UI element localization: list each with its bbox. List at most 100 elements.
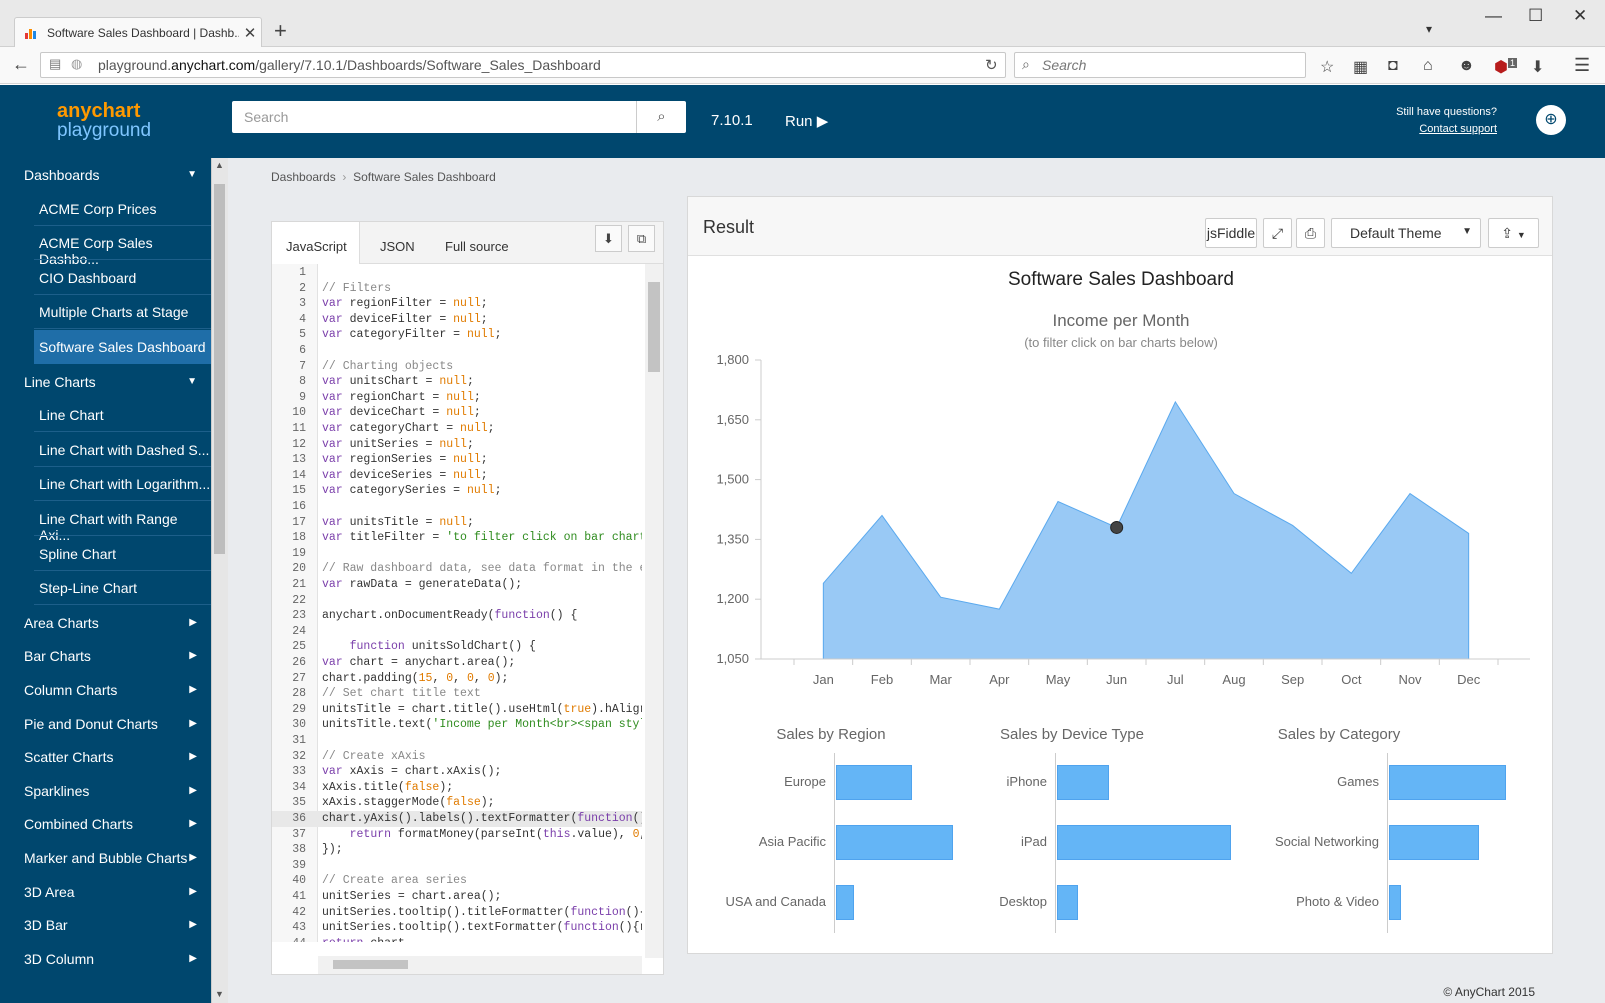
bookmarks-list-icon[interactable]: ▦ xyxy=(1353,59,1369,76)
theme-select[interactable]: Default Theme ▼ xyxy=(1331,218,1481,248)
breadcrumb-current: Software Sales Dashboard xyxy=(353,170,496,184)
fullscreen-icon[interactable]: ⤢ xyxy=(1263,218,1292,248)
bar[interactable] xyxy=(1389,825,1479,860)
sidebar-item[interactable]: Dashboards ▼ xyxy=(0,158,211,192)
x-tick-label: Dec xyxy=(1457,672,1481,687)
sidebar-item[interactable]: Line Chart with Range Axi... xyxy=(34,502,211,543)
tab-javascript[interactable]: JavaScript xyxy=(272,222,360,264)
highlighted-point[interactable] xyxy=(1110,520,1124,534)
copy-code-button[interactable]: ⧉ xyxy=(628,225,655,252)
line-number: 12 xyxy=(292,437,306,451)
line-number: 35 xyxy=(292,796,306,810)
sidebar-item[interactable]: Area Charts ▶ xyxy=(0,606,211,640)
sidebar-item[interactable]: Line Charts ▼ xyxy=(0,365,211,399)
sidebar-item[interactable]: Pie and Donut Charts ▶ xyxy=(0,707,211,741)
copyright: © AnyChart 2015 xyxy=(1443,985,1535,999)
bar[interactable] xyxy=(1057,765,1109,800)
scrollbar-thumb[interactable] xyxy=(648,282,660,372)
sidebar-item[interactable]: Combined Charts ▶ xyxy=(0,807,211,841)
code-line: 13 var regionSeries = null; xyxy=(272,452,642,468)
sidebar-item[interactable]: Column Charts ▶ xyxy=(0,673,211,707)
reader-icon[interactable]: ▤ xyxy=(49,56,62,71)
code-line: 22 xyxy=(272,593,642,609)
line-number: 36 xyxy=(292,812,306,825)
search-button[interactable]: ⌕ xyxy=(636,101,686,133)
sidebar-item[interactable]: CIO Dashboard xyxy=(34,261,211,295)
code-area[interactable]: 1 2// Filters 3 var regionFilter = null; 4 va… xyxy=(272,264,642,942)
sidebar-item[interactable]: 3D Column ▶ xyxy=(0,942,211,976)
browser-tab[interactable]: Software Sales Dashboard | Dashb... ✕ xyxy=(14,17,262,47)
line-number: 28 xyxy=(292,687,306,701)
new-tab-icon[interactable]: + xyxy=(274,18,287,43)
tab-list-icon[interactable]: ▾ xyxy=(1426,22,1433,36)
bar[interactable] xyxy=(1389,765,1506,800)
ublock-icon[interactable]: ⬢ 1 xyxy=(1494,57,1517,76)
tab-full-source[interactable]: Full source xyxy=(445,239,509,254)
sidebar-item[interactable]: Step-Line Chart xyxy=(34,571,211,605)
sidebar-item[interactable]: Bar Charts ▶ xyxy=(0,639,211,673)
menu-icon[interactable]: ☰ xyxy=(1574,55,1591,75)
line-number: 34 xyxy=(292,780,306,794)
sidebar-item[interactable]: ACME Corp Prices xyxy=(34,192,211,226)
pocket-icon[interactable]: ◘ xyxy=(1388,57,1398,74)
download-code-button[interactable]: ⬇ xyxy=(595,225,622,252)
app-search-input[interactable]: Search ⌕ xyxy=(232,101,686,133)
minimize-icon[interactable]: — xyxy=(1485,6,1502,25)
code-line: 7 // Charting objects xyxy=(272,359,642,375)
scroll-down-icon[interactable]: ▼ xyxy=(215,989,224,999)
scrollbar-thumb[interactable] xyxy=(333,960,408,969)
logo-anychart[interactable]: anychart xyxy=(57,100,141,122)
sidebar-item[interactable]: Line Chart xyxy=(34,398,211,432)
scrollbar-thumb[interactable] xyxy=(214,184,225,554)
sidebar-scrollbar[interactable]: ▲ ▼ xyxy=(211,158,228,1003)
download-icon[interactable]: ⬇ xyxy=(1531,59,1545,76)
url-bar[interactable]: ▤ ◍ playground.anychart.com/gallery/7.10… xyxy=(40,52,1006,78)
close-window-icon[interactable]: ✕ xyxy=(1573,6,1588,25)
chat-icon[interactable]: ☻ xyxy=(1458,57,1475,74)
sidebar-item[interactable]: Line Chart with Logarithm... xyxy=(34,467,211,501)
sidebar-item[interactable]: Line Chart with Dashed S... xyxy=(34,433,211,467)
sidebar-item[interactable]: Spline Chart xyxy=(34,537,211,571)
sidebar-item[interactable]: Multiple Charts at Stage xyxy=(34,295,211,329)
run-button[interactable]: Run ▶ xyxy=(785,112,828,130)
bar[interactable] xyxy=(836,885,854,920)
editor-vertical-scrollbar[interactable] xyxy=(645,264,663,958)
bar[interactable] xyxy=(1057,825,1231,860)
sidebar-item[interactable]: Marker and Bubble Charts ▶ xyxy=(0,841,211,875)
close-tab-icon[interactable]: ✕ xyxy=(243,24,257,42)
sidebar-item[interactable]: Sparklines ▶ xyxy=(0,774,211,808)
print-icon[interactable]: ⎙ xyxy=(1296,218,1325,248)
back-icon[interactable]: ← xyxy=(12,54,30,74)
scroll-up-icon[interactable]: ▲ xyxy=(215,160,224,170)
code-line: 1 xyxy=(272,265,642,281)
home-icon[interactable]: ⌂ xyxy=(1423,57,1433,74)
bar[interactable] xyxy=(1389,885,1401,920)
logo-playground[interactable]: playground xyxy=(57,120,152,141)
breadcrumb-separator: › xyxy=(342,170,347,184)
sidebar-item[interactable]: 3D Area ▶ xyxy=(0,875,211,909)
reload-icon[interactable]: ↻ xyxy=(985,57,998,74)
result-title: Result xyxy=(703,217,755,237)
version-label[interactable]: 7.10.1 xyxy=(711,112,753,129)
code-text: var rawData = generateData(); xyxy=(322,578,523,591)
jsfiddle-button[interactable]: jsFiddle xyxy=(1205,218,1257,248)
share-button[interactable]: ⇪ ▼ xyxy=(1488,218,1539,248)
globe-icon: ◍ xyxy=(71,56,83,71)
bar[interactable] xyxy=(836,765,912,800)
breadcrumb-parent[interactable]: Dashboards xyxy=(271,170,336,184)
sidebar-item[interactable]: Software Sales Dashboard xyxy=(34,330,211,364)
bar[interactable] xyxy=(1057,885,1078,920)
tab-json[interactable]: JSON xyxy=(380,239,415,254)
editor-horizontal-scrollbar[interactable] xyxy=(318,956,642,974)
sidebar-item[interactable]: Scatter Charts ▶ xyxy=(0,740,211,774)
bookmark-star-icon[interactable]: ☆ xyxy=(1320,59,1335,76)
lifebuoy-icon[interactable]: ⊕ xyxy=(1536,105,1566,135)
maximize-icon[interactable]: ☐ xyxy=(1528,6,1544,25)
sidebar-item[interactable]: 3D Bar ▶ xyxy=(0,908,211,942)
contact-support-link[interactable]: Contact support xyxy=(1419,123,1497,135)
income-area-chart[interactable]: 1,050 1,200 1,350 1,500 1,650 1,800 Jan Feb Mar A… xyxy=(688,197,1554,897)
bar[interactable] xyxy=(836,825,953,860)
sidebar-item[interactable]: ACME Corp Sales Dashbo... xyxy=(34,226,211,267)
browser-search-field[interactable]: ⌕ Search xyxy=(1014,52,1306,78)
area-series[interactable] xyxy=(822,400,1470,660)
